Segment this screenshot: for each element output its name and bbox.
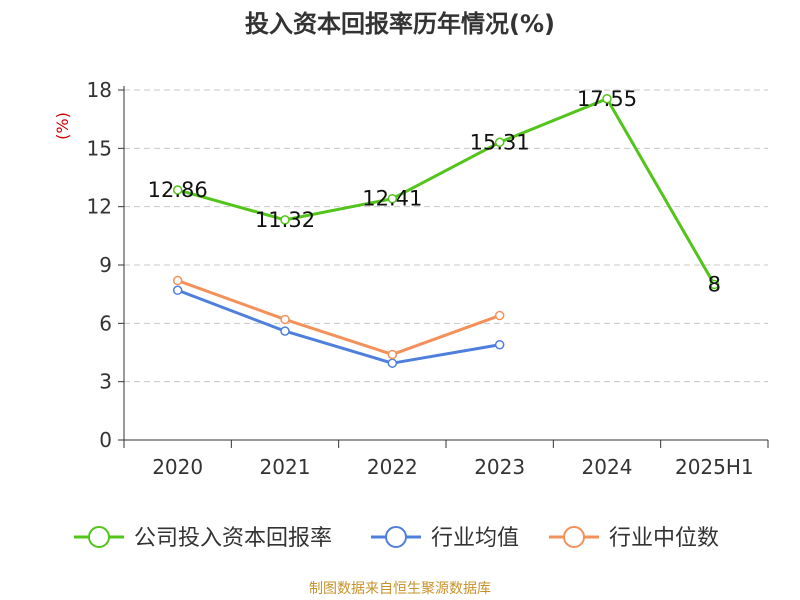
legend-label: 行业中位数 xyxy=(609,526,719,551)
legend-item-1: 行业均值 xyxy=(371,526,519,551)
x-tick-label: 2021 xyxy=(260,455,311,479)
axes: 0 3 6 9 12 15 18 (%) 2020 2021 2022 2023 2024 2025H1 xyxy=(53,78,769,479)
data-label: 17.55 xyxy=(577,87,637,111)
data-point xyxy=(387,193,398,204)
x-tick-label: 2024 xyxy=(582,455,633,479)
data-point xyxy=(494,137,505,148)
x-tick-label: 2022 xyxy=(367,455,418,479)
legend: 公司投入资本回报率 行业均值 行业中位数 xyxy=(74,526,719,551)
y-tick-label: 18 xyxy=(87,78,112,102)
series-line-2 xyxy=(177,279,501,356)
series xyxy=(172,94,720,368)
y-tick-label: 0 xyxy=(99,428,112,452)
legend-item-0: 公司投入资本回报率 xyxy=(74,526,332,551)
y-tick-label: 6 xyxy=(99,311,112,335)
data-label: 12.86 xyxy=(148,178,208,202)
grid-lines xyxy=(124,89,768,383)
series-line-0 xyxy=(177,97,716,286)
series-line-1 xyxy=(177,288,500,365)
x-tick-label: 2020 xyxy=(152,455,203,479)
x-tick-label: 2023 xyxy=(474,455,525,479)
source-note: 制图数据来自恒生聚源数据库 xyxy=(309,581,491,597)
legend-label: 行业均值 xyxy=(431,526,519,551)
y-tick-label: 15 xyxy=(87,136,112,160)
y-axis-title: (%) xyxy=(53,112,72,140)
y-tick-label: 3 xyxy=(99,370,112,394)
data-point xyxy=(494,339,505,350)
data-point xyxy=(172,185,183,195)
data-point xyxy=(494,310,505,321)
data-point xyxy=(172,285,183,296)
data-point xyxy=(709,279,720,290)
x-tick-label: 2025H1 xyxy=(675,455,754,479)
legend-swatch-marker xyxy=(385,526,407,548)
data-point xyxy=(280,314,290,325)
data-point xyxy=(387,358,398,368)
data-point xyxy=(172,275,183,286)
legend-item-2: 行业中位数 xyxy=(549,526,719,551)
data-point xyxy=(387,349,398,360)
data-point xyxy=(602,94,612,104)
legend-swatch-marker xyxy=(88,526,110,548)
y-tick-label: 12 xyxy=(87,195,112,219)
chart-title: 投入资本回报率历年情况(%) xyxy=(245,10,555,38)
data-point xyxy=(280,215,290,225)
legend-swatch-marker xyxy=(563,526,585,548)
legend-label: 公司投入资本回报率 xyxy=(134,526,332,551)
data-labels: 12.86 11.32 12.41 15.31 17.55 8 xyxy=(148,87,721,297)
data-label: 15.31 xyxy=(470,130,530,154)
data-label: 12.41 xyxy=(362,187,422,211)
data-label: 11.32 xyxy=(255,208,315,232)
y-tick-label: 9 xyxy=(99,253,112,277)
data-label: 8 xyxy=(708,272,721,296)
data-point xyxy=(280,326,290,336)
